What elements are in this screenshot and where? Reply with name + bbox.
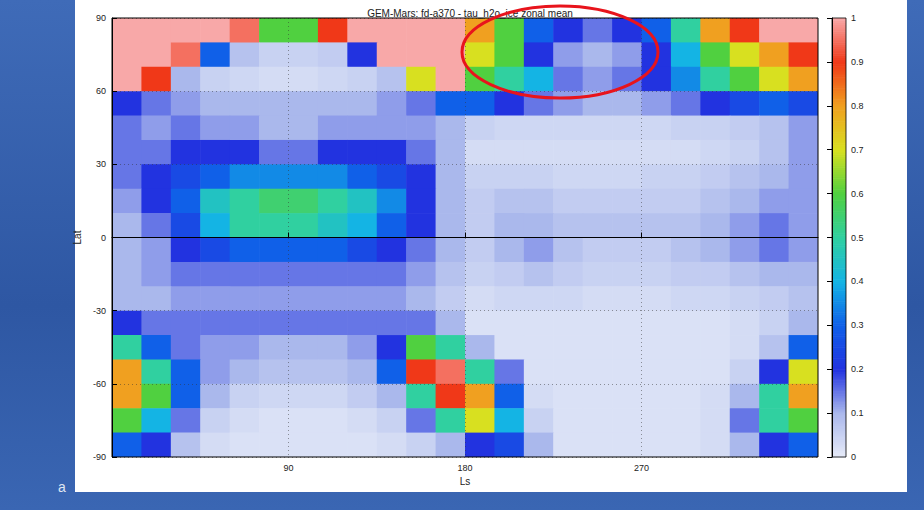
svg-text:0.4: 0.4 bbox=[851, 276, 864, 286]
svg-text:0.6: 0.6 bbox=[851, 189, 864, 199]
svg-text:270: 270 bbox=[634, 463, 649, 473]
svg-text:90: 90 bbox=[96, 13, 106, 23]
svg-text:0.1: 0.1 bbox=[851, 408, 864, 418]
svg-text:1: 1 bbox=[851, 13, 856, 23]
svg-text:-90: -90 bbox=[93, 452, 106, 462]
svg-text:GEM-Mars: fd-a370 - tau_h2o_ic: GEM-Mars: fd-a370 - tau_h2o_ice zonal me… bbox=[367, 8, 573, 19]
svg-text:0.9: 0.9 bbox=[851, 57, 864, 67]
svg-text:0: 0 bbox=[851, 452, 856, 462]
svg-text:0.8: 0.8 bbox=[851, 101, 864, 111]
svg-text:180: 180 bbox=[457, 463, 472, 473]
svg-text:0.5: 0.5 bbox=[851, 233, 864, 243]
svg-text:0.7: 0.7 bbox=[851, 145, 864, 155]
svg-text:0: 0 bbox=[101, 233, 106, 243]
svg-text:0.2: 0.2 bbox=[851, 364, 864, 374]
svg-text:Lat: Lat bbox=[72, 230, 83, 244]
svg-text:Ls: Ls bbox=[460, 476, 471, 487]
svg-text:90: 90 bbox=[283, 463, 293, 473]
svg-text:60: 60 bbox=[96, 86, 106, 96]
svg-text:-60: -60 bbox=[93, 379, 106, 389]
svg-text:a: a bbox=[58, 479, 66, 495]
svg-text:0.3: 0.3 bbox=[851, 320, 864, 330]
svg-text:-30: -30 bbox=[93, 306, 106, 316]
svg-text:30: 30 bbox=[96, 159, 106, 169]
